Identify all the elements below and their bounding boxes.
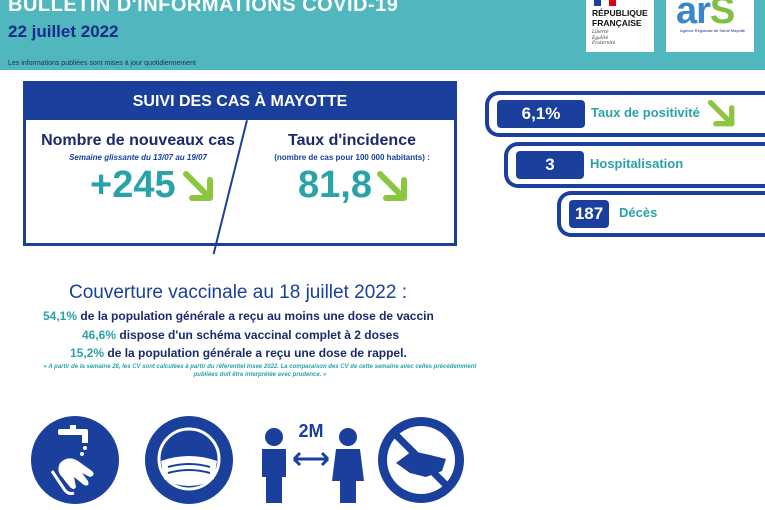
ars-brand-s: S xyxy=(709,0,735,32)
positivity-value: 6,1% xyxy=(497,100,585,128)
trend-down-arrow-icon xyxy=(707,99,735,127)
case-tracking-panel: SUIVI DES CAS À MAYOTTE Nombre de nouvea… xyxy=(23,81,457,255)
update-note: Les informations publiées sont mises à j… xyxy=(8,60,196,67)
vaccination-line: 46,6% dispose d'un schéma vaccinal compl… xyxy=(82,328,399,342)
rf-line2: FRANÇAISE xyxy=(592,18,642,28)
deaths-indicator: 187 Décès xyxy=(557,191,765,237)
vaccination-line: 54,1% de la population générale a reçu a… xyxy=(43,309,434,323)
incidence-label: Taux d'incidence xyxy=(288,132,416,149)
vaccination-pct: 15,2% xyxy=(70,346,105,360)
rf-line1: RÉPUBLIQUE xyxy=(592,8,648,18)
new-cases-value: +245 xyxy=(90,164,176,206)
header-banner: BULLETIN D'INFORMATIONS COVID-19 22 juil… xyxy=(0,0,765,70)
vaccination-note: « A partir de la semaine 28, les CV sont… xyxy=(43,364,477,378)
bulletin-title: BULLETIN D'INFORMATIONS COVID-19 xyxy=(8,0,399,16)
new-cases-label: Nombre de nouveaux cas xyxy=(41,132,235,149)
rf-motto3: Fraternité xyxy=(592,41,616,46)
face-mask-icon xyxy=(145,416,233,504)
ars-logo: arS Agence Régionale de Santé Mayotte xyxy=(666,0,754,52)
ars-brand-a: ar xyxy=(676,0,711,32)
french-flag-icon xyxy=(594,0,616,6)
no-handshake-icon xyxy=(378,417,464,503)
vaccination-pct: 46,6% xyxy=(82,328,117,342)
trend-down-arrow-icon xyxy=(183,171,213,201)
republique-francaise-logo: RÉPUBLIQUE FRANÇAISE Liberté Égalité Fra… xyxy=(586,0,654,52)
social-distancing-icon: 2M xyxy=(262,421,364,503)
ars-subtitle: Agence Régionale de Santé Mayotte xyxy=(680,28,746,33)
rf-motto2: Égalité xyxy=(592,35,609,41)
deaths-label: Décès xyxy=(619,205,658,220)
bulletin-date: 22 juillet 2022 xyxy=(8,22,119,41)
distance-label: 2M xyxy=(298,421,323,441)
incidence-value: 81,8 xyxy=(298,164,372,206)
vaccination-title: Couverture vaccinale au 18 juillet 2022 … xyxy=(69,282,407,303)
hand-washing-icon xyxy=(31,416,119,504)
new-cases-period: Semaine glissante du 13/07 au 19/07 xyxy=(69,153,207,162)
trend-down-arrow-icon xyxy=(377,171,407,201)
hospitalisation-indicator: 3 Hospitalisation xyxy=(504,142,765,188)
hospitalisation-label: Hospitalisation xyxy=(590,156,684,171)
case-tracking-title: SUIVI DES CAS À MAYOTTE xyxy=(26,84,454,120)
vaccination-pct: 54,1% xyxy=(43,309,78,323)
vaccination-text: de la population générale a reçu une dos… xyxy=(104,346,407,360)
deaths-value: 187 xyxy=(569,200,609,228)
hospitalisation-value: 3 xyxy=(516,151,584,179)
positivity-label: Taux de positivité xyxy=(591,105,700,120)
positivity-indicator: 6,1% Taux de positivité xyxy=(485,91,765,137)
rf-motto1: Liberté xyxy=(592,30,609,35)
incidence-unit: (nombre de cas pour 100 000 habitants) : xyxy=(274,153,430,162)
vaccination-line: 15,2% de la population générale a reçu u… xyxy=(70,346,407,360)
vaccination-text: dispose d'un schéma vaccinal complet à 2… xyxy=(116,328,399,342)
vaccination-text: de la population générale a reçu au moin… xyxy=(77,309,434,323)
